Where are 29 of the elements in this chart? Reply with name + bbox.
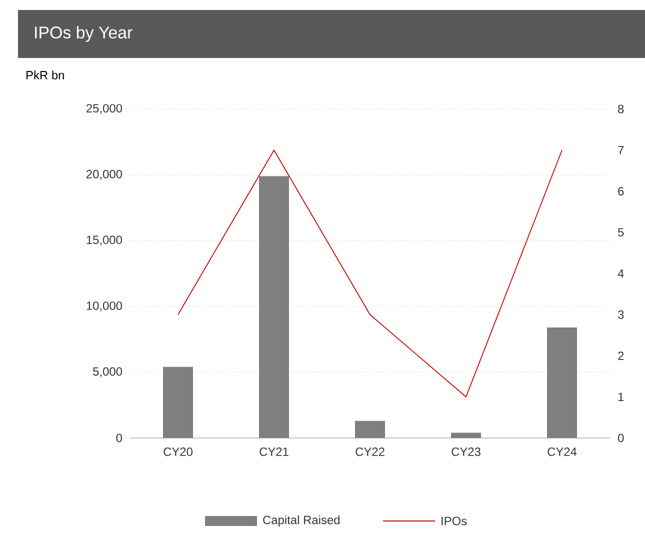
- x-tick-label: CY23: [452, 448, 480, 456]
- y2-tick-label: 5: [618, 228, 624, 237]
- bar: [451, 432, 482, 438]
- bar: [547, 327, 578, 438]
- bar: [259, 176, 289, 438]
- legend-label: IPOs: [442, 516, 467, 526]
- x-tick-label: CY22: [356, 448, 384, 456]
- y-tick-label: 5,000: [93, 367, 122, 378]
- y-tick-label: 15,000: [86, 236, 122, 246]
- bar: [355, 420, 386, 438]
- y2-tick-label: 6: [618, 187, 624, 196]
- y2-tick-label: 2: [618, 352, 624, 360]
- y2-tick-label: 8: [618, 104, 624, 114]
- y-tick-label: 0: [116, 434, 122, 442]
- y2-tick-label: 0: [618, 434, 624, 442]
- y2-tick-label: 7: [618, 146, 624, 154]
- legend-label: Capital Raised: [263, 515, 340, 527]
- y2-tick-label: 1: [618, 392, 624, 401]
- y-axis-title: PkR bn: [26, 70, 64, 80]
- y2-tick-label: 4: [618, 269, 624, 278]
- bar: [163, 366, 193, 438]
- x-tick-label: CY24: [548, 448, 577, 456]
- y-tick-label: 20,000: [86, 170, 122, 180]
- chart-title: IPOs by Year: [35, 26, 132, 42]
- y-tick-label: 10,000: [86, 301, 122, 312]
- y-tick-label: 25,000: [86, 104, 122, 114]
- x-tick-label: CY21: [260, 448, 288, 456]
- y2-tick-label: 3: [618, 310, 624, 319]
- x-tick-label: CY20: [164, 448, 192, 456]
